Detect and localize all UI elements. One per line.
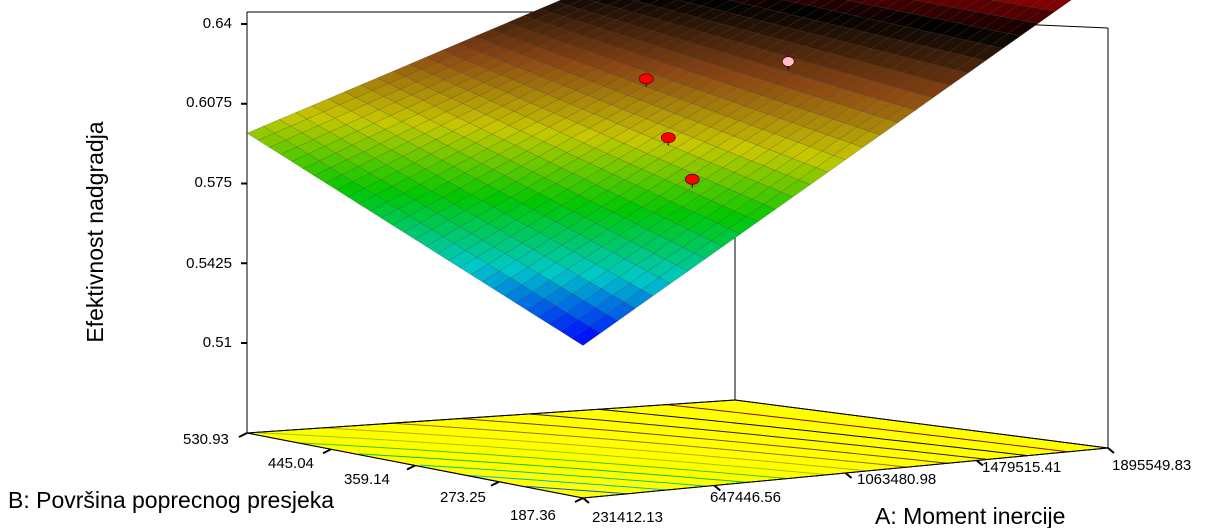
contour-line (322, 427, 868, 472)
surface-facet (632, 0, 640, 2)
a-tick-label: 1063480.98 (857, 471, 936, 488)
surface-facet (1018, 0, 1042, 8)
surface-facet (914, 0, 933, 3)
design-points (638, 56, 795, 188)
z-tick-label: 0.575 (194, 174, 232, 191)
surface-facet (795, 0, 818, 6)
contour-floor (246, 399, 1109, 499)
contour-line (597, 408, 1028, 457)
b-tick-label: 273.25 (440, 489, 486, 506)
b-tick-label: 445.04 (268, 455, 314, 472)
b-tick-label: 530.93 (183, 431, 229, 448)
surface-facet (636, 0, 659, 5)
surface-facet (939, 0, 964, 8)
surface-facet (861, 0, 884, 6)
contour-line (391, 422, 908, 468)
floor-back-edge (734, 399, 1109, 449)
contour-line (460, 418, 948, 464)
contour-line (666, 404, 1068, 453)
surface-facet (927, 0, 948, 6)
design-point (660, 132, 676, 144)
b-tick-label: 187.36 (510, 507, 556, 524)
b-tick-mark (490, 480, 500, 487)
b-tick-mark (238, 432, 248, 438)
b-tick-mark (406, 464, 416, 471)
floor-back-edge (246, 399, 736, 434)
contour-line (419, 464, 708, 487)
design-point (684, 173, 700, 185)
a-tick-mark (1107, 447, 1115, 454)
a-tick-mark (844, 472, 853, 479)
contour-line (253, 432, 828, 476)
a-tick-mark (582, 497, 590, 504)
a-axis-title: A: Moment inercije (875, 503, 1065, 528)
a-axis: 231412.13 647446.56 1063480.98 1479515.4… (592, 457, 1191, 528)
b-tick-label: 359.14 (344, 471, 390, 488)
b-tick-mark (322, 448, 332, 455)
contour-line (528, 413, 988, 460)
z-axis: 0.64 0.6075 0.575 0.5425 0.51 Efektivnos… (82, 15, 232, 351)
design-point (781, 56, 795, 67)
a-tick-label: 1479515.41 (982, 459, 1061, 476)
b-tick-mark (574, 497, 584, 503)
a-tick-label: 1895549.83 (1112, 457, 1191, 474)
contour-line (297, 442, 788, 480)
a-tick-mark (713, 484, 721, 492)
a-tick-mark (976, 459, 984, 467)
design-point (638, 73, 654, 85)
surface-facet (589, 0, 602, 3)
contour-line (465, 474, 668, 491)
surface-facet (993, 0, 1011, 3)
b-axis-title: B: Površina poprecnog presjeka (8, 487, 334, 513)
contour-line (358, 453, 748, 483)
a-tick-label: 647446.56 (710, 489, 781, 506)
z-tick-label: 0.5425 (186, 255, 232, 272)
z-tick-label: 0.64 (203, 15, 232, 32)
surface-facet (1005, 0, 1026, 5)
a-tick-label: 231412.13 (592, 509, 663, 526)
surface-facet (783, 0, 801, 3)
contour-line (526, 485, 628, 495)
b-axis: 530.93 445.04 359.14 273.25 187.36 B: Po… (8, 431, 556, 524)
surface-facet (678, 0, 696, 3)
z-axis-title: Efektivnost nadgradja (82, 121, 108, 342)
z-tick-label: 0.51 (203, 334, 232, 351)
response-surface (246, 0, 1072, 346)
z-tick-label: 0.6075 (186, 94, 232, 111)
surface-facet (1042, 0, 1072, 12)
